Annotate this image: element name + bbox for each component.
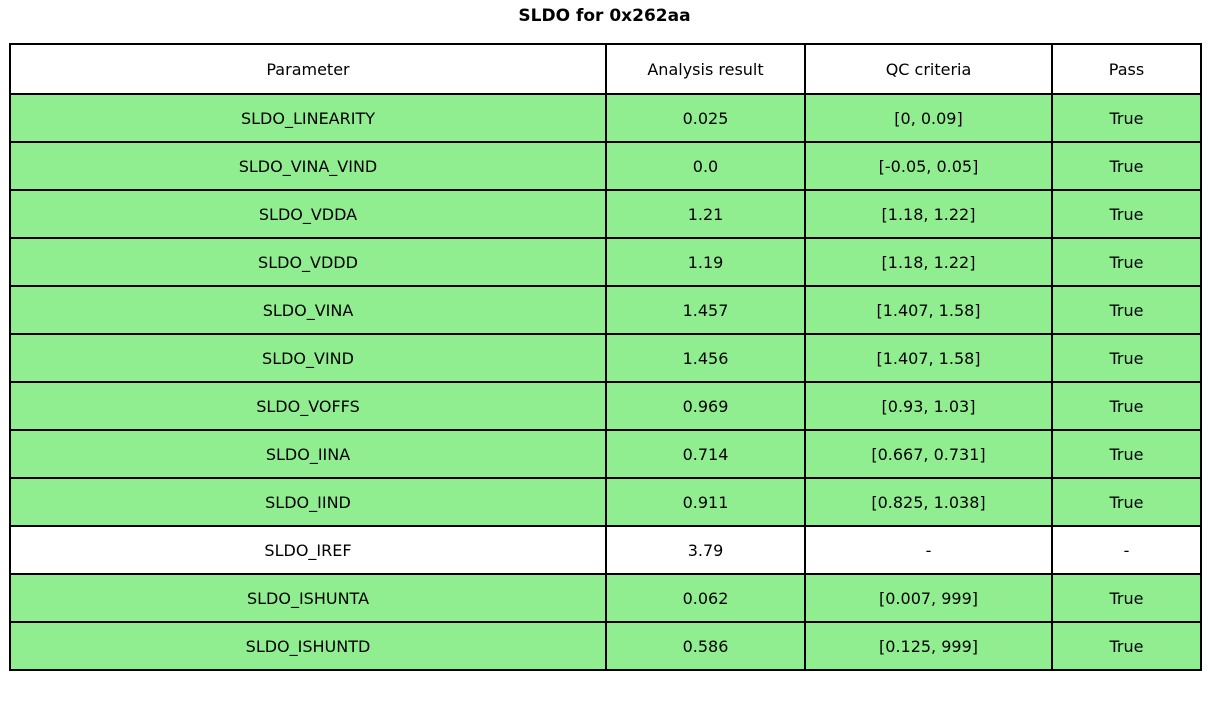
- cell-analysis-result: 0.0: [605, 141, 806, 191]
- table-body: SLDO_LINEARITY 0.025 [0, 0.09] True SLDO…: [9, 93, 1202, 671]
- cell-parameter: SLDO_VINA_VIND: [9, 141, 607, 191]
- table-row: SLDO_VINA 1.457 [1.407, 1.58] True: [9, 285, 1202, 335]
- table-row: SLDO_VOFFS 0.969 [0.93, 1.03] True: [9, 381, 1202, 431]
- table-row: SLDO_VDDD 1.19 [1.18, 1.22] True: [9, 237, 1202, 287]
- cell-parameter: SLDO_LINEARITY: [9, 93, 607, 143]
- cell-pass: True: [1051, 189, 1202, 239]
- table-row: SLDO_VIND 1.456 [1.407, 1.58] True: [9, 333, 1202, 383]
- cell-pass: True: [1051, 477, 1202, 527]
- cell-pass: True: [1051, 333, 1202, 383]
- cell-analysis-result: 1.19: [605, 237, 806, 287]
- cell-pass: True: [1051, 285, 1202, 335]
- cell-qc-criteria: [-0.05, 0.05]: [804, 141, 1053, 191]
- column-header-pass: Pass: [1051, 43, 1202, 95]
- cell-qc-criteria: [0, 0.09]: [804, 93, 1053, 143]
- cell-pass: True: [1051, 141, 1202, 191]
- column-header-analysis-result: Analysis result: [605, 43, 806, 95]
- cell-analysis-result: 1.457: [605, 285, 806, 335]
- table-row: SLDO_LINEARITY 0.025 [0, 0.09] True: [9, 93, 1202, 143]
- column-header-parameter: Parameter: [9, 43, 607, 95]
- cell-parameter: SLDO_VOFFS: [9, 381, 607, 431]
- cell-analysis-result: 1.456: [605, 333, 806, 383]
- cell-parameter: SLDO_ISHUNTD: [9, 621, 607, 671]
- cell-analysis-result: 0.062: [605, 573, 806, 623]
- cell-analysis-result: 0.586: [605, 621, 806, 671]
- cell-qc-criteria: [0.125, 999]: [804, 621, 1053, 671]
- cell-parameter: SLDO_ISHUNTA: [9, 573, 607, 623]
- cell-qc-criteria: [0.007, 999]: [804, 573, 1053, 623]
- column-header-qc-criteria: QC criteria: [804, 43, 1053, 95]
- table-row: SLDO_VDDA 1.21 [1.18, 1.22] True: [9, 189, 1202, 239]
- cell-analysis-result: 3.79: [605, 525, 806, 575]
- cell-parameter: SLDO_IREF: [9, 525, 607, 575]
- header-row: Parameter Analysis result QC criteria Pa…: [9, 43, 1202, 95]
- cell-analysis-result: 0.969: [605, 381, 806, 431]
- qc-results-table: Parameter Analysis result QC criteria Pa…: [9, 43, 1202, 671]
- cell-parameter: SLDO_VDDA: [9, 189, 607, 239]
- table-row: SLDO_VINA_VIND 0.0 [-0.05, 0.05] True: [9, 141, 1202, 191]
- cell-qc-criteria: [1.18, 1.22]: [804, 237, 1053, 287]
- cell-qc-criteria: -: [804, 525, 1053, 575]
- cell-analysis-result: 1.21: [605, 189, 806, 239]
- cell-analysis-result: 0.025: [605, 93, 806, 143]
- cell-qc-criteria: [0.93, 1.03]: [804, 381, 1053, 431]
- table-row: SLDO_IIND 0.911 [0.825, 1.038] True: [9, 477, 1202, 527]
- cell-analysis-result: 0.911: [605, 477, 806, 527]
- cell-parameter: SLDO_VDDD: [9, 237, 607, 287]
- cell-qc-criteria: [1.18, 1.22]: [804, 189, 1053, 239]
- cell-pass: True: [1051, 429, 1202, 479]
- table-row: SLDO_ISHUNTD 0.586 [0.125, 999] True: [9, 621, 1202, 671]
- cell-pass: True: [1051, 621, 1202, 671]
- cell-parameter: SLDO_VINA: [9, 285, 607, 335]
- table-header: Parameter Analysis result QC criteria Pa…: [9, 43, 1202, 95]
- cell-qc-criteria: [1.407, 1.58]: [804, 285, 1053, 335]
- cell-pass: True: [1051, 381, 1202, 431]
- cell-qc-criteria: [0.825, 1.038]: [804, 477, 1053, 527]
- cell-pass: True: [1051, 237, 1202, 287]
- cell-qc-criteria: [1.407, 1.58]: [804, 333, 1053, 383]
- cell-parameter: SLDO_IIND: [9, 477, 607, 527]
- table-row: SLDO_IREF 3.79 - -: [9, 525, 1202, 575]
- figure-title: SLDO for 0x262aa: [518, 6, 691, 26]
- table-row: SLDO_ISHUNTA 0.062 [0.007, 999] True: [9, 573, 1202, 623]
- cell-pass: -: [1051, 525, 1202, 575]
- cell-pass: True: [1051, 93, 1202, 143]
- cell-parameter: SLDO_IINA: [9, 429, 607, 479]
- table-row: SLDO_IINA 0.714 [0.667, 0.731] True: [9, 429, 1202, 479]
- cell-parameter: SLDO_VIND: [9, 333, 607, 383]
- cell-analysis-result: 0.714: [605, 429, 806, 479]
- cell-pass: True: [1051, 573, 1202, 623]
- cell-qc-criteria: [0.667, 0.731]: [804, 429, 1053, 479]
